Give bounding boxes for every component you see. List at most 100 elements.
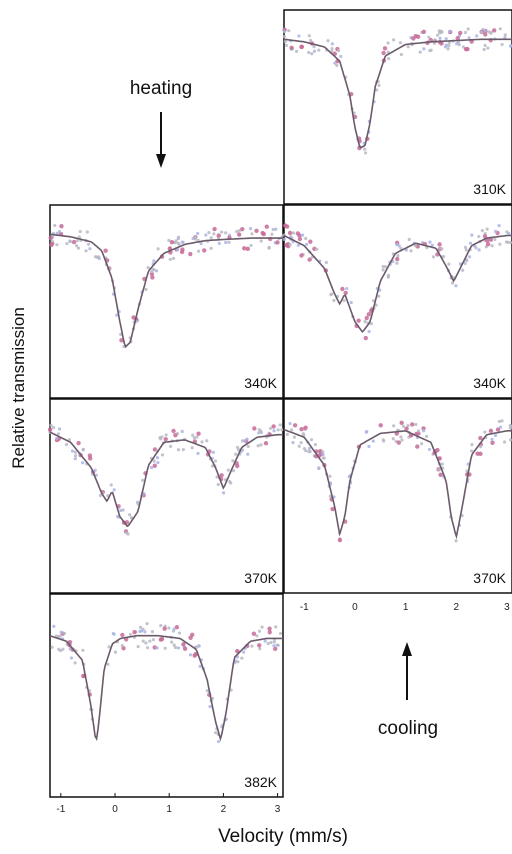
panel-frame (49, 593, 284, 798)
data-point (343, 290, 348, 296)
data-point (495, 427, 501, 432)
data-point (182, 646, 188, 651)
data-point (257, 428, 261, 432)
data-point (235, 229, 239, 234)
data-point (283, 223, 288, 228)
data-point (297, 34, 301, 38)
data-point (106, 662, 110, 666)
data-point (437, 467, 441, 472)
data-point (73, 450, 77, 454)
data-point (271, 424, 276, 429)
data-point (81, 447, 85, 451)
data-point (326, 39, 330, 43)
data-point (129, 516, 133, 520)
data-point (330, 506, 335, 512)
data-point (299, 44, 304, 50)
data-point (274, 625, 278, 629)
data-point (413, 33, 418, 39)
data-point (330, 46, 334, 51)
data-point (309, 438, 314, 442)
data-point (483, 430, 487, 434)
data-point (287, 230, 293, 236)
data-point (132, 629, 137, 635)
x-tick-label: 2 (221, 804, 227, 815)
data-point (229, 688, 233, 692)
data-point (216, 482, 220, 487)
data-point (196, 231, 200, 236)
data-point (367, 329, 371, 334)
data-point (52, 624, 56, 628)
data-point (141, 478, 145, 482)
data-point (307, 50, 311, 55)
data-point (162, 626, 167, 631)
data-point (477, 248, 481, 252)
data-point (155, 646, 159, 650)
data-point (259, 443, 263, 447)
data-point (332, 298, 336, 303)
data-point (171, 428, 176, 434)
data-point (216, 739, 221, 744)
data-point (387, 57, 391, 61)
data-point (498, 425, 503, 429)
spectrum-panel: 370K (47, 398, 284, 594)
data-point (457, 43, 461, 47)
data-point (78, 229, 82, 234)
data-point (160, 453, 165, 457)
data-point (297, 444, 301, 448)
data-point (199, 241, 203, 246)
data-point (414, 422, 418, 427)
data-point (395, 256, 400, 262)
data-point (296, 243, 300, 247)
data-point (145, 621, 149, 626)
data-point (508, 240, 512, 245)
data-point (299, 253, 304, 258)
data-point (272, 644, 276, 648)
data-point (231, 459, 235, 463)
data-point (328, 474, 332, 478)
data-point (292, 435, 297, 439)
data-point (435, 447, 440, 453)
data-point (59, 630, 63, 634)
data-point (57, 229, 62, 234)
cooling-label: cooling (378, 718, 438, 739)
data-point (478, 451, 483, 457)
data-point (367, 444, 371, 449)
data-point (497, 419, 501, 424)
spectrum-panel: 310K (282, 9, 512, 205)
data-point (418, 50, 422, 54)
data-point (156, 460, 160, 465)
data-point (73, 457, 77, 461)
data-point (371, 439, 375, 443)
data-point (263, 639, 267, 643)
data-point (81, 648, 85, 652)
data-point (148, 639, 152, 643)
data-point (209, 236, 213, 240)
data-point (299, 427, 304, 432)
data-point (168, 444, 173, 448)
data-point (287, 29, 291, 33)
data-point (177, 242, 181, 246)
data-point (299, 440, 303, 445)
data-point (121, 646, 126, 651)
data-point (469, 449, 474, 453)
data-point (431, 255, 436, 259)
data-point (483, 43, 487, 47)
heating-arrowhead-icon (156, 154, 166, 168)
data-point (151, 267, 155, 271)
data-point (307, 34, 311, 38)
data-point (342, 298, 346, 303)
data-point (76, 246, 81, 250)
temperature-label: 370K (244, 570, 277, 586)
data-point (448, 29, 452, 34)
data-point (47, 427, 53, 432)
data-point (188, 653, 193, 657)
data-point (455, 42, 459, 46)
temperature-label: 370K (473, 570, 506, 586)
spectrum-panel: 340K (282, 204, 512, 399)
data-point (450, 281, 455, 285)
data-point (176, 448, 181, 452)
data-point (58, 634, 62, 638)
data-point (84, 249, 88, 253)
data-point (330, 292, 334, 296)
data-point (391, 38, 396, 42)
